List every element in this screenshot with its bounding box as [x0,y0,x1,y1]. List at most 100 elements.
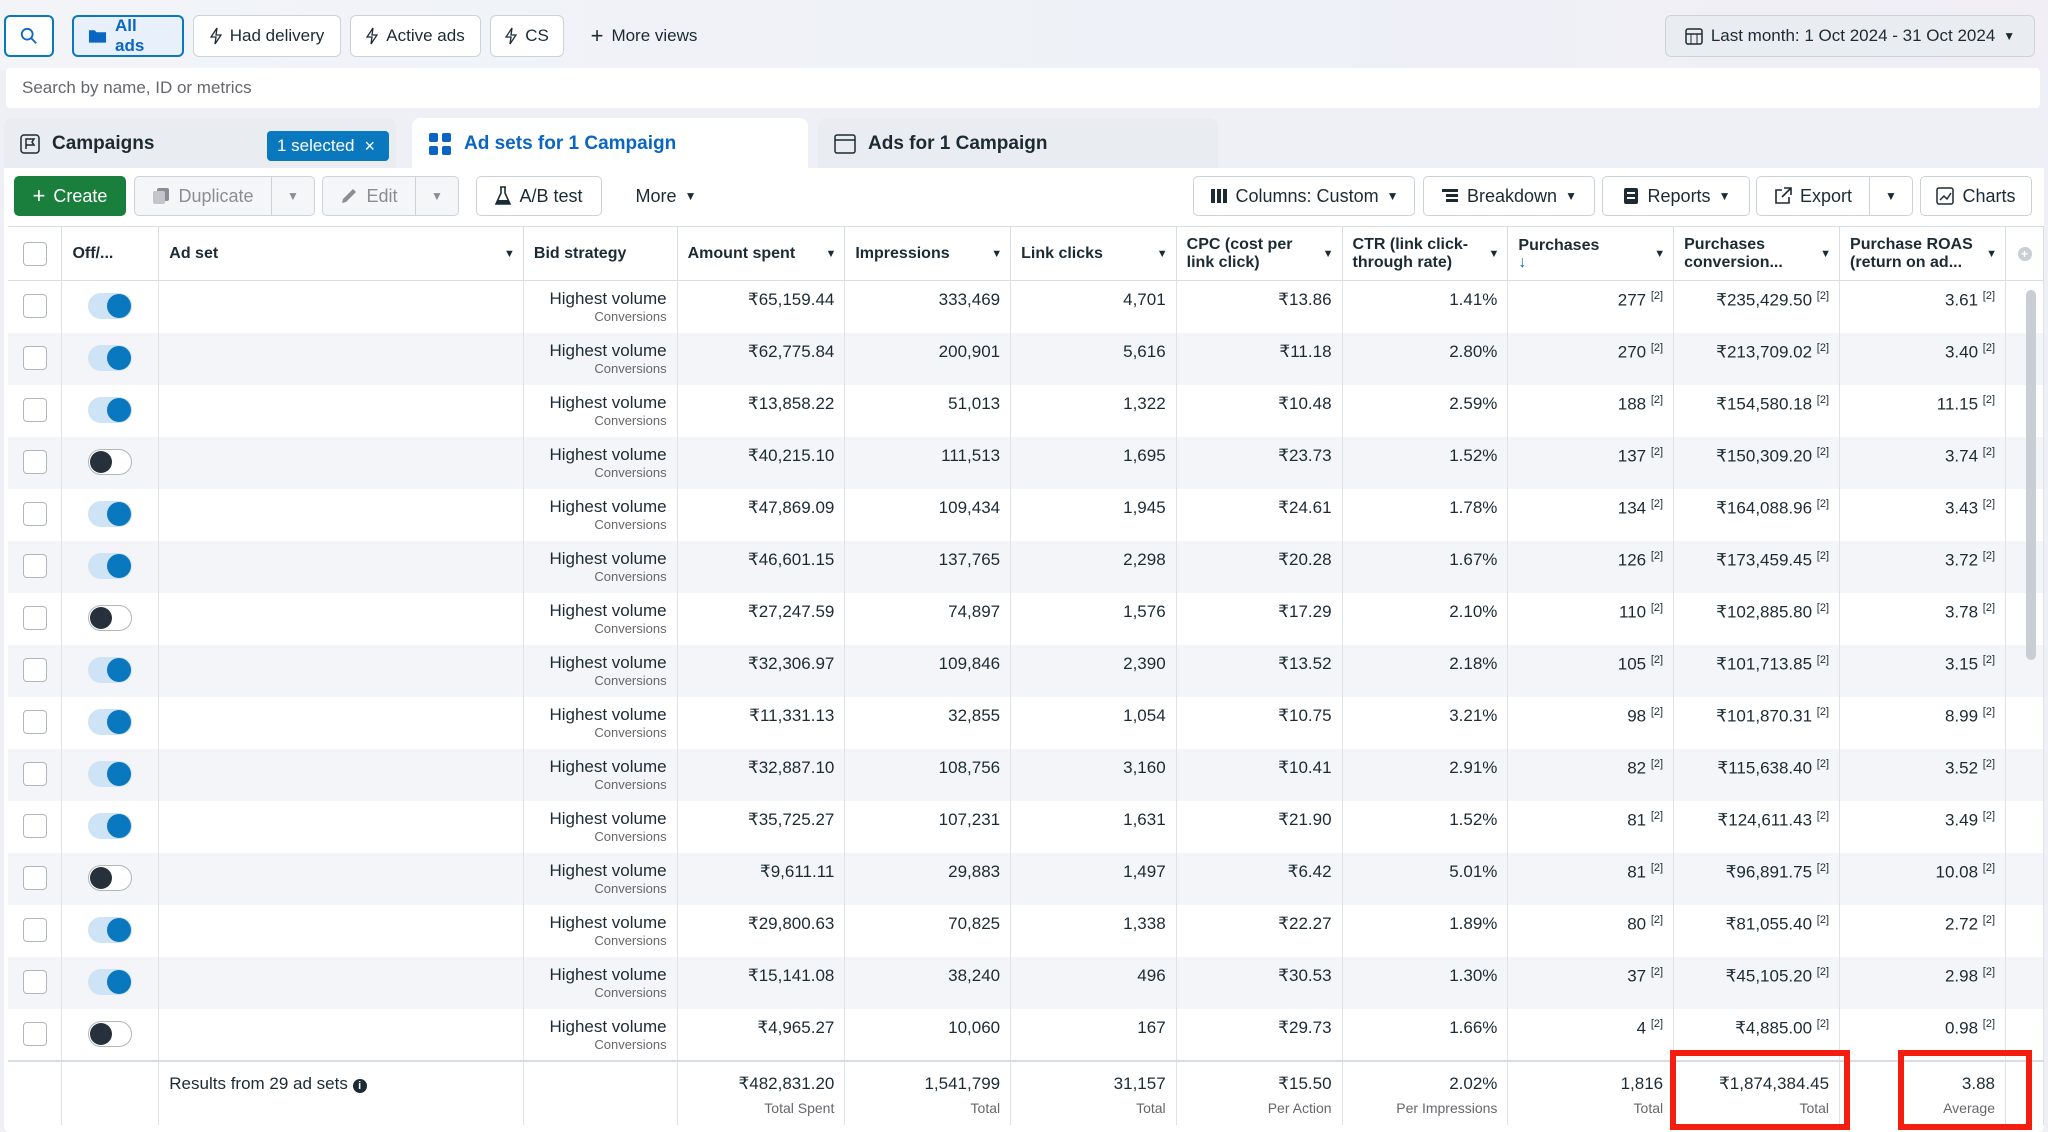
row-checkbox[interactable] [22,969,47,994]
search-button[interactable] [4,15,54,57]
select-all-header[interactable] [8,226,63,281]
row-checkbox[interactable] [22,501,47,526]
caret-down-icon[interactable]: ▼ [991,248,1003,260]
header-purchases[interactable]: Purchases ↓ ▼ [1507,226,1675,281]
delivery-toggle[interactable] [88,448,133,475]
delivery-toggle[interactable] [88,552,133,579]
table-row[interactable]: Highest volume Conversions ₹32,887.10 108,7… [8,748,2044,801]
tab-adsets[interactable]: Ad sets for 1 Campaign [412,118,808,170]
duplicate-button[interactable]: Duplicate [134,176,272,216]
table-row[interactable]: Highest volume Conversions ₹11,331.13 32,85… [8,696,2044,749]
delivery-toggle[interactable] [88,344,133,371]
header-bid-strategy[interactable]: Bid strategy [523,226,678,281]
header-adset[interactable]: Ad set ▼ [158,226,524,281]
table-row[interactable]: Highest volume Conversions ₹62,775.84 200,9… [8,332,2044,385]
row-checkbox[interactable] [22,1021,47,1046]
edit-button[interactable]: Edit [322,176,416,216]
table-row[interactable]: Highest volume Conversions ₹29,800.63 70,82… [8,904,2044,957]
row-checkbox[interactable] [22,294,47,318]
export-dropdown[interactable]: ▼ [1869,176,1913,216]
header-purchases-conversion[interactable]: Purchases conversion... ▼ [1673,226,1841,281]
cell-conversion-value: ₹173,459.45 [1716,550,1813,570]
header-amount-spent[interactable]: Amount spent ▼ [677,226,846,281]
delivery-toggle[interactable] [88,812,133,839]
table-row[interactable]: Highest volume Conversions ₹40,215.10 111,5… [8,436,2044,489]
add-column-icon[interactable]: + [2017,246,2032,261]
tab-campaigns[interactable]: Campaigns 1 selected × [4,118,396,170]
row-checkbox[interactable] [22,761,47,786]
header-purchase-roas[interactable]: Purchase ROAS (return on ad... ▼ [1839,226,2006,281]
row-checkbox[interactable] [22,345,47,370]
duplicate-dropdown[interactable]: ▼ [271,176,315,216]
summary-bid-cell [523,1059,678,1125]
row-checkbox[interactable] [22,397,47,422]
close-icon[interactable]: × [364,135,376,156]
table-row[interactable]: Highest volume Conversions ₹27,247.59 74,89… [8,592,2044,645]
delivery-toggle[interactable] [88,760,133,787]
more-button[interactable]: More ▼ [616,176,716,216]
table-row[interactable]: Highest volume Conversions ₹65,159.44 333,4… [8,280,2044,333]
view-cs[interactable]: CS [490,15,564,57]
info-icon[interactable]: i [352,1078,367,1093]
delivery-toggle[interactable] [88,293,133,319]
cell-purchases-value: 110 [1619,602,1647,622]
table-row[interactable]: Highest volume Conversions ₹13,858.22 51,01… [8,384,2044,437]
delivery-toggle[interactable] [88,916,133,943]
delivery-toggle[interactable] [88,968,133,995]
row-checkbox[interactable] [22,553,47,578]
selected-badge[interactable]: 1 selected × [267,131,389,161]
export-button[interactable]: Export [1756,176,1870,216]
caret-down-icon[interactable]: ▼ [1820,248,1832,260]
table-row[interactable]: Highest volume Conversions ₹9,611.11 29,883… [8,852,2044,905]
caret-down-icon[interactable]: ▼ [825,248,837,260]
caret-down-icon[interactable]: ▼ [504,248,515,260]
caret-down-icon[interactable]: ▼ [1986,248,1997,260]
view-all-ads[interactable]: All ads [72,15,184,57]
row-checkbox[interactable] [22,865,47,890]
row-checkbox[interactable] [22,605,47,630]
table-row[interactable]: Highest volume Conversions ₹4,965.27 10,060… [8,1008,2044,1061]
delivery-toggle[interactable] [88,656,133,683]
caret-down-icon[interactable]: ▼ [1654,248,1666,260]
header-link-clicks[interactable]: Link clicks ▼ [1010,226,1177,281]
table-row[interactable]: Highest volume Conversions ₹35,725.27 107,2… [8,800,2044,853]
edit-dropdown[interactable]: ▼ [415,176,459,216]
row-checkbox[interactable] [22,449,47,474]
row-checkbox[interactable] [22,917,47,942]
date-range-picker[interactable]: Last month: 1 Oct 2024 - 31 Oct 2024 ▼ [1665,15,2035,57]
add-column-header[interactable]: + [2005,226,2044,281]
select-all-checkbox[interactable] [22,241,47,266]
table-row[interactable]: Highest volume Conversions ₹47,869.09 109,4… [8,488,2044,541]
delivery-toggle[interactable] [88,604,133,631]
view-had-delivery[interactable]: Had delivery [193,15,341,57]
delivery-toggle[interactable] [88,396,133,423]
delivery-toggle[interactable] [88,500,133,527]
caret-down-icon[interactable]: ▼ [1488,248,1500,260]
header-cpc[interactable]: CPC (cost per link click) ▼ [1176,226,1343,281]
breakdown-button[interactable]: Breakdown ▼ [1423,176,1595,216]
row-checkbox[interactable] [22,657,47,682]
reports-button[interactable]: Reports ▼ [1602,176,1750,216]
tab-ads[interactable]: Ads for 1 Campaign [818,118,1218,170]
table-row[interactable]: Highest volume Conversions ₹15,141.08 38,24… [8,956,2044,1009]
row-checkbox[interactable] [22,709,47,734]
vertical-scrollbar[interactable] [2026,290,2036,660]
view-active-ads[interactable]: Active ads [350,15,481,57]
columns-button[interactable]: Columns: Custom ▼ [1193,176,1415,216]
delivery-toggle[interactable] [88,708,133,735]
create-button[interactable]: + Create [14,176,126,216]
caret-down-icon[interactable]: ▼ [1156,248,1168,260]
row-checkbox[interactable] [22,813,47,838]
header-ctr[interactable]: CTR (link click-through rate) ▼ [1342,226,1509,281]
caret-down-icon[interactable]: ▼ [1322,248,1334,260]
search-input[interactable]: Search by name, ID or metrics [6,68,2040,108]
delivery-toggle[interactable] [88,864,133,891]
table-row[interactable]: Highest volume Conversions ₹46,601.15 137,7… [8,540,2044,593]
header-impressions[interactable]: Impressions ▼ [844,226,1012,281]
charts-button[interactable]: Charts [1920,176,2032,216]
delivery-toggle[interactable] [88,1020,133,1047]
table-row[interactable]: Highest volume Conversions ₹32,306.97 109,8… [8,644,2044,697]
ab-test-button[interactable]: A/B test [476,176,602,216]
header-toggle[interactable]: Off/... [61,226,160,281]
more-views-button[interactable]: + More views [576,15,712,57]
